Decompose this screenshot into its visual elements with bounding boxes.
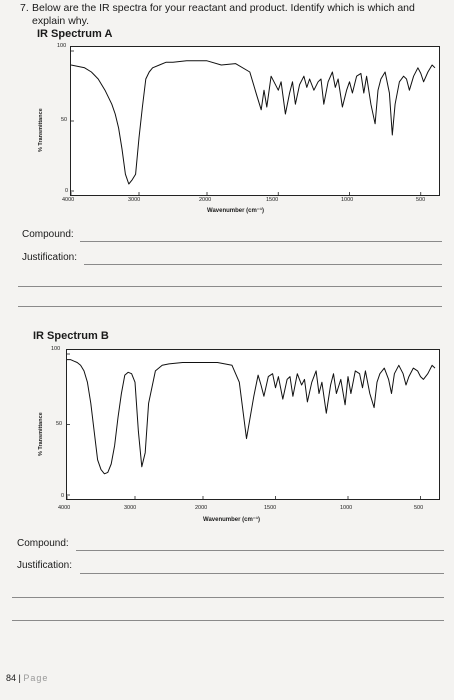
spectrum-a-ytick-50: 50 (61, 117, 68, 123)
spectrum-a-xlabel: Wavenumber (cm⁻¹) (207, 208, 264, 214)
page-word: Page (23, 673, 49, 683)
spectrum-b-xtick-3000: 3000 (124, 505, 137, 511)
spectrum-a-xtick-1000: 1000 (341, 197, 354, 203)
spectrum-b-xtick-500: 500 (414, 505, 424, 511)
justification-line-b-2[interactable] (12, 597, 444, 598)
spectrum-a-xtick-2000: 2000 (199, 197, 212, 203)
spectrum-b-xtick-1500: 1500 (264, 505, 277, 511)
spectrum-b-title: IR Spectrum B (33, 330, 109, 342)
question-number: 7. (20, 2, 29, 14)
spectrum-a-xtick-1500: 1500 (266, 197, 279, 203)
justification-line-a-3[interactable] (18, 306, 442, 307)
justification-line-a-2[interactable] (18, 286, 442, 287)
spectrum-b-ytick-50: 50 (56, 421, 63, 427)
justification-line-b-3[interactable] (12, 620, 444, 621)
spectrum-b-xlabel: Wavenumber (cm⁻¹) (203, 517, 260, 523)
justification-label-a: Justification: (22, 252, 78, 263)
spectrum-b-ytick-0: 0 (61, 493, 65, 499)
spectrum-a-xtick-3000: 3000 (128, 197, 141, 203)
spectrum-b-ytick-100: 100 (51, 346, 61, 352)
spectrum-a-plot (70, 46, 440, 196)
compound-answer-line-b[interactable] (76, 550, 444, 551)
spectrum-b-xtick-4000: 4000 (58, 505, 71, 511)
question-text: Below are the IR spectra for your reacta… (32, 2, 415, 27)
spectrum-a-chart (71, 50, 436, 195)
footer-separator: | (18, 673, 21, 683)
spectrum-b-plot (66, 349, 440, 500)
spectrum-b-xtick-1000: 1000 (340, 505, 353, 511)
compound-answer-line-a[interactable] (80, 241, 442, 242)
justification-line-b-1[interactable] (80, 573, 444, 574)
justification-label-b: Justification: (17, 560, 73, 571)
spectrum-b-ylabel: % Transmittance (38, 412, 44, 456)
spectrum-b-chart (67, 353, 436, 499)
spectrum-trace-0 (71, 60, 436, 185)
spectrum-a-xtick-500: 500 (416, 197, 426, 203)
compound-label-a: Compound: (22, 229, 74, 240)
spectrum-trace-0 (67, 359, 436, 475)
page-number: 84 (6, 673, 17, 683)
compound-label-b: Compound: (17, 538, 69, 549)
page-footer: 84 | Page (6, 673, 48, 683)
spectrum-a-ytick-100: 100 (57, 43, 67, 49)
spectrum-a-ytick-0: 0 (65, 188, 69, 194)
spectrum-a-xtick-4000: 4000 (62, 197, 75, 203)
spectrum-a-title: IR Spectrum A (37, 28, 113, 40)
justification-line-a-1[interactable] (84, 264, 442, 265)
spectrum-a-ylabel: % Transmittance (38, 108, 44, 152)
spectrum-b-xtick-2000: 2000 (195, 505, 208, 511)
